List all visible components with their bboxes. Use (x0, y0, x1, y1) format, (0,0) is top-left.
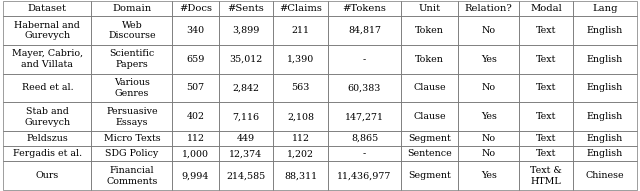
Text: Peldszus: Peldszus (26, 134, 68, 143)
Text: 60,383: 60,383 (348, 83, 381, 92)
Text: Stab and
Gurevych: Stab and Gurevych (24, 107, 70, 127)
Text: 147,271: 147,271 (345, 112, 384, 121)
Text: 11,436,977: 11,436,977 (337, 171, 392, 180)
Text: Habernal and
Gurevych: Habernal and Gurevych (14, 21, 80, 40)
Text: 214,585: 214,585 (227, 171, 266, 180)
Text: #Sents: #Sents (228, 4, 264, 13)
Text: No: No (482, 83, 496, 92)
Text: 112: 112 (292, 134, 310, 143)
Text: SDG Policy: SDG Policy (105, 149, 159, 158)
Text: Various
Genres: Various Genres (114, 78, 150, 98)
Text: Micro Texts: Micro Texts (104, 134, 160, 143)
Text: #Docs: #Docs (179, 4, 212, 13)
Text: 9,994: 9,994 (182, 171, 209, 180)
Text: Clause: Clause (413, 83, 446, 92)
Text: 3,899: 3,899 (232, 26, 260, 35)
Text: 659: 659 (186, 55, 205, 64)
Text: Text: Text (536, 55, 556, 64)
Text: Mayer, Cabrio,
and Villata: Mayer, Cabrio, and Villata (12, 49, 83, 69)
Text: 88,311: 88,311 (284, 171, 317, 180)
Text: Text: Text (536, 134, 556, 143)
Text: No: No (482, 26, 496, 35)
Text: 35,012: 35,012 (229, 55, 262, 64)
Text: -: - (363, 149, 366, 158)
Text: English: English (587, 83, 623, 92)
Text: Yes: Yes (481, 171, 497, 180)
Text: 340: 340 (186, 26, 205, 35)
Text: 2,842: 2,842 (232, 83, 259, 92)
Text: 2,108: 2,108 (287, 112, 314, 121)
Text: Persuasive
Essays: Persuasive Essays (106, 107, 157, 127)
Text: Text: Text (536, 149, 556, 158)
Text: 1,202: 1,202 (287, 149, 314, 158)
Text: Sentence: Sentence (407, 149, 452, 158)
Text: 84,817: 84,817 (348, 26, 381, 35)
Text: 449: 449 (237, 134, 255, 143)
Text: Clause: Clause (413, 112, 446, 121)
Text: Text: Text (536, 112, 556, 121)
Text: 507: 507 (186, 83, 205, 92)
Text: Segment: Segment (408, 171, 451, 180)
Text: Token: Token (415, 55, 444, 64)
Text: 112: 112 (186, 134, 204, 143)
Text: English: English (587, 112, 623, 121)
Text: 8,865: 8,865 (351, 134, 378, 143)
Text: 12,374: 12,374 (229, 149, 262, 158)
Text: Modal: Modal (531, 4, 562, 13)
Text: Yes: Yes (481, 112, 497, 121)
Text: Text &
HTML: Text & HTML (531, 166, 562, 185)
Text: #Claims: #Claims (279, 4, 322, 13)
Text: No: No (482, 134, 496, 143)
Text: 7,116: 7,116 (232, 112, 259, 121)
Text: 1,390: 1,390 (287, 55, 314, 64)
Text: 563: 563 (291, 83, 310, 92)
Text: Scientific
Papers: Scientific Papers (109, 49, 154, 69)
Text: Chinese: Chinese (586, 171, 625, 180)
Text: Lang: Lang (592, 4, 618, 13)
Text: Ours: Ours (36, 171, 59, 180)
Text: Unit: Unit (419, 4, 441, 13)
Text: Text: Text (536, 83, 556, 92)
Text: 1,000: 1,000 (182, 149, 209, 158)
Text: 402: 402 (186, 112, 204, 121)
Text: Reed et al.: Reed et al. (22, 83, 73, 92)
Text: English: English (587, 55, 623, 64)
Text: 211: 211 (292, 26, 310, 35)
Text: Segment: Segment (408, 134, 451, 143)
Text: -: - (363, 55, 366, 64)
Text: Domain: Domain (112, 4, 152, 13)
Text: Dataset: Dataset (28, 4, 67, 13)
Text: Financial
Comments: Financial Comments (106, 166, 157, 185)
Text: Web
Discourse: Web Discourse (108, 21, 156, 40)
Text: English: English (587, 134, 623, 143)
Text: No: No (482, 149, 496, 158)
Text: Fergadis et al.: Fergadis et al. (13, 149, 82, 158)
Text: #Tokens: #Tokens (342, 4, 387, 13)
Text: Text: Text (536, 26, 556, 35)
Text: Relation?: Relation? (465, 4, 513, 13)
Text: Yes: Yes (481, 55, 497, 64)
Text: English: English (587, 149, 623, 158)
Text: English: English (587, 26, 623, 35)
Text: Token: Token (415, 26, 444, 35)
